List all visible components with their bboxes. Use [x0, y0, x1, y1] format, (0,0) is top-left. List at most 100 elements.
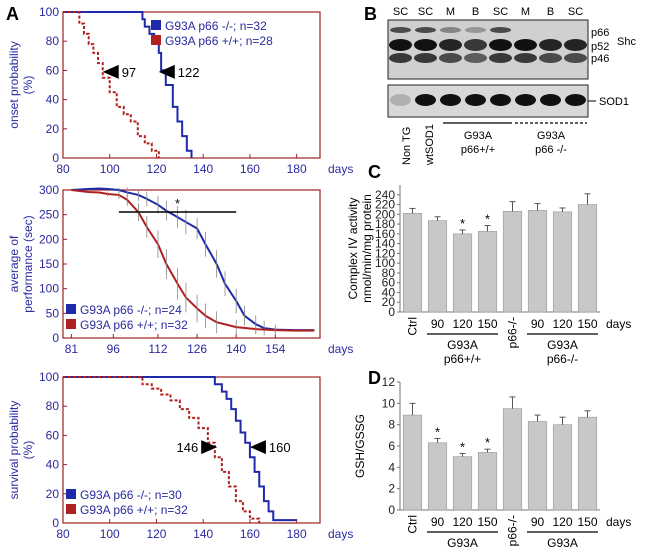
bar-3: [477, 231, 498, 313]
x-tick-label: 160: [240, 162, 260, 176]
y-tick-label: 160: [375, 227, 395, 241]
p66-band-3: [465, 27, 486, 33]
group-label-line2-0: p66+/+: [444, 550, 481, 552]
significance-star: *: [435, 425, 440, 440]
p52-band-label: p52: [591, 41, 609, 53]
x-unit-label: days: [606, 515, 631, 529]
significance-star: *: [460, 439, 465, 454]
western-blot: SC SC M B SC M B SC p66 p52 p46 Shc SOD1 Non TG…: [387, 6, 636, 166]
lane-header-6: B: [547, 6, 554, 18]
p52-band-5: [514, 39, 537, 51]
p46-band-6: [539, 53, 562, 63]
series-line-0: [63, 376, 297, 522]
y-axis-label-line: onset probability: [7, 41, 21, 128]
significance-star: *: [175, 196, 180, 211]
y-axis-label: survival probability(%): [7, 401, 35, 500]
y-tick-label: 100: [39, 5, 59, 19]
annotation-arrow: [249, 440, 266, 455]
p52-band-1: [414, 39, 437, 51]
significance-star: *: [485, 435, 490, 450]
y-tick-label: 80: [46, 34, 60, 48]
category-label-5: 90: [531, 317, 545, 331]
x-tick-label: 180: [287, 162, 307, 176]
y-axis-label-line: nmol/min/mg protein: [360, 194, 374, 303]
x-tick-label: 100: [100, 527, 120, 541]
x-tick-label: 154: [265, 342, 285, 356]
x-tick-label: 81: [65, 342, 79, 356]
legend-swatch-1: [66, 319, 76, 329]
group-label-line1-1: G93A: [547, 338, 578, 352]
p66-band-1: [415, 27, 436, 33]
category-label-0: Ctrl: [406, 317, 420, 336]
y-tick-label: 60: [46, 63, 60, 77]
lane-header-0: SC: [393, 6, 408, 18]
y-axis-label-line: (%): [21, 441, 35, 460]
sod1-band-0: [390, 94, 411, 106]
y-tick-label: 0: [52, 516, 59, 530]
y-axis-label-line: GSH/GSSG: [353, 414, 367, 478]
panel-label-b: B: [364, 4, 377, 24]
x-tick-label: 100: [100, 162, 120, 176]
y-tick-label: 0: [52, 331, 59, 345]
category-label-6: 120: [552, 317, 572, 331]
category-label-7: 150: [577, 317, 597, 331]
y-tick-label: 12: [382, 375, 396, 389]
plot-frame: [62, 376, 321, 524]
y-tick-label: 180: [375, 217, 395, 231]
y-axis-label-line: average of: [7, 235, 21, 292]
bar-0: [402, 414, 423, 511]
blot-group2-line1: G93A: [537, 130, 566, 142]
sod1-band-5: [515, 94, 536, 106]
legend-label-0: G93A p66 -/-; n=32: [165, 19, 267, 33]
p66-band-0: [390, 27, 411, 33]
y-tick-label: 2: [388, 482, 395, 496]
x-tick-label: 96: [107, 342, 121, 356]
y-tick-label: 50: [46, 306, 60, 320]
wtsod1-label: wtSOD1: [424, 124, 436, 166]
x-unit-label: days: [328, 162, 353, 176]
series-line-0: [71, 187, 315, 332]
x-unit-label: days: [328, 527, 353, 541]
category-label-3: 150: [477, 515, 497, 529]
y-axis-label: average ofperformance (sec): [7, 215, 35, 312]
group-label-line2-1: p66-/-: [547, 352, 578, 366]
bar-4: [502, 408, 523, 511]
x-tick-label: 160: [240, 527, 260, 541]
blot-group2-line2: p66 -/-: [535, 144, 567, 156]
sod1-band-4: [490, 94, 511, 106]
y-tick-label: 0: [52, 151, 59, 165]
y-axis-label-line: Complex IV activity: [346, 197, 360, 299]
legend-swatch-0: [66, 489, 76, 499]
legend-label-0: G93A p66 -/-; n=30: [80, 488, 182, 502]
p46-band-2: [439, 53, 462, 63]
p46-band-3: [464, 53, 487, 63]
panel-label-a: A: [6, 4, 19, 24]
bar-5: [527, 210, 548, 313]
category-label-2: 120: [452, 515, 472, 529]
y-tick-label: 100: [39, 370, 59, 384]
annotation-label: 97: [122, 65, 136, 80]
category-label-4: p66-/-: [506, 317, 520, 348]
significance-star: *: [460, 216, 465, 231]
lane-header-2: M: [446, 6, 455, 18]
y-tick-label: 200: [39, 232, 59, 246]
onset-probability-chart: 0 20 40 60 80 100 80 100 120 140 160 180 days onset p…: [7, 5, 353, 176]
legend-label-1: G93A p66 +/+; n=32: [80, 503, 188, 517]
x-tick-label: 180: [287, 527, 307, 541]
legend-label-0: G93A p66 -/-; n=24: [80, 303, 182, 317]
p52-band-7: [564, 39, 587, 51]
y-tick-label: 140: [375, 237, 395, 251]
p66-band-label: p66: [591, 27, 609, 39]
y-axis-label-line: (%): [21, 76, 35, 95]
x-tick-label: 120: [146, 162, 166, 176]
y-tick-label: 20: [46, 487, 60, 501]
p52-band-3: [464, 39, 487, 51]
legend-swatch-1: [151, 35, 161, 45]
survival-probability-chart: 0 20 40 60 80 100 80 100 120 140 160 180 days surviva…: [7, 370, 353, 541]
x-tick-label: 140: [193, 162, 213, 176]
y-tick-label: 80: [46, 399, 60, 413]
bar-7: [577, 416, 598, 511]
y-tick-label: 60: [382, 276, 396, 290]
y-tick-label: 60: [46, 428, 60, 442]
bar-1: [427, 442, 448, 511]
